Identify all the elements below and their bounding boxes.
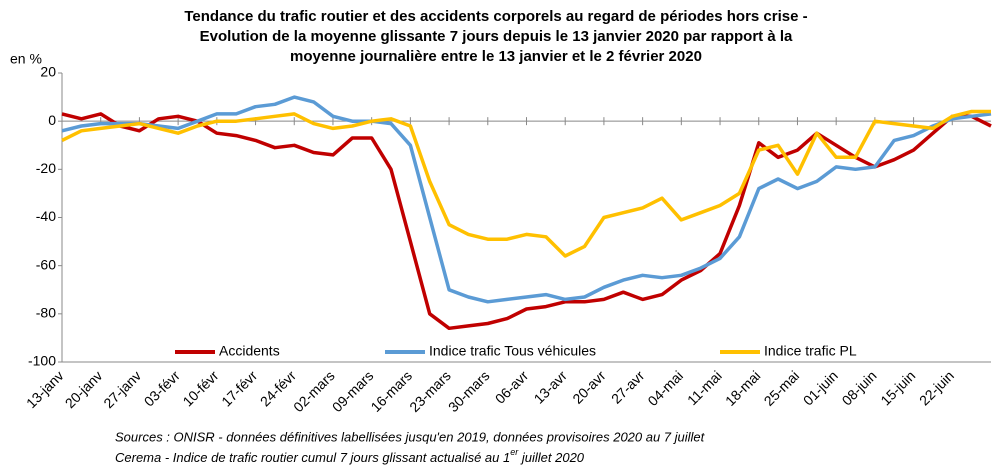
y-tick-label: -60 <box>36 256 56 272</box>
y-tick-label: -100 <box>28 353 56 369</box>
note-part: Cerema - Indice de trafic routier cumul … <box>115 450 510 465</box>
note-part: juillet 2020 <box>518 450 585 465</box>
x-tick-label: 06-avr <box>492 367 532 407</box>
y-tick-label: 20 <box>40 64 56 80</box>
y-tick-label: -80 <box>36 305 56 321</box>
legend-label: Accidents <box>219 343 280 359</box>
line-series <box>61 112 992 331</box>
x-tick-label: 27-avr <box>608 367 648 407</box>
x-tick-label: 22-juin <box>916 367 957 408</box>
note: Cerema - Indice de trafic routier cumul … <box>115 447 585 465</box>
x-tick-label: 25-mai <box>761 367 803 409</box>
x-tick-label: 01-juin <box>800 367 841 408</box>
y-tick-label: -20 <box>36 160 56 176</box>
x-tick-label: 20-avr <box>569 367 609 407</box>
y-tick-label: -40 <box>36 208 56 224</box>
y-axis-label: en % <box>10 51 42 67</box>
chart-title: moyenne journalière entre le 13 janvier … <box>290 48 702 65</box>
x-tick-label: 13-janv <box>23 367 67 411</box>
x-tick-label: 27-janv <box>100 367 144 411</box>
legend-label: Indice trafic Tous véhicules <box>429 343 596 359</box>
x-tick-label: 02-mars <box>290 367 338 415</box>
x-tick-label: 09-mars <box>329 367 377 415</box>
x-tick-label: 23-mars <box>406 367 454 415</box>
x-tick-label: 30-mars <box>445 367 493 415</box>
line-series <box>61 109 991 258</box>
chart-title: Evolution de la moyenne glissante 7 jour… <box>200 28 793 45</box>
note: Sources : ONISR - données définitives la… <box>115 429 706 444</box>
x-tick-label: 16-mars <box>367 367 415 415</box>
x-tick-label: 04-mai <box>644 367 686 409</box>
x-tick-label: 18-mai <box>722 367 764 409</box>
y-tick-label: 0 <box>48 112 56 128</box>
x-tick-label: 03-févr <box>141 367 183 409</box>
x-tick-label: 17-févr <box>218 367 260 409</box>
x-tick-label: 15-juin <box>877 367 918 408</box>
legend-label: Indice trafic PL <box>764 343 857 359</box>
x-tick-label: 20-janv <box>62 367 106 411</box>
line-series <box>61 95 992 304</box>
x-tick-label: 10-févr <box>179 367 221 409</box>
x-tick-label: 11-mai <box>684 367 725 408</box>
x-tick-label: 13-avr <box>531 367 571 407</box>
x-tick-label: 08-juin <box>839 367 880 408</box>
chart-title: Tendance du trafic routier et des accide… <box>184 8 807 25</box>
note-sup: er <box>510 447 519 457</box>
